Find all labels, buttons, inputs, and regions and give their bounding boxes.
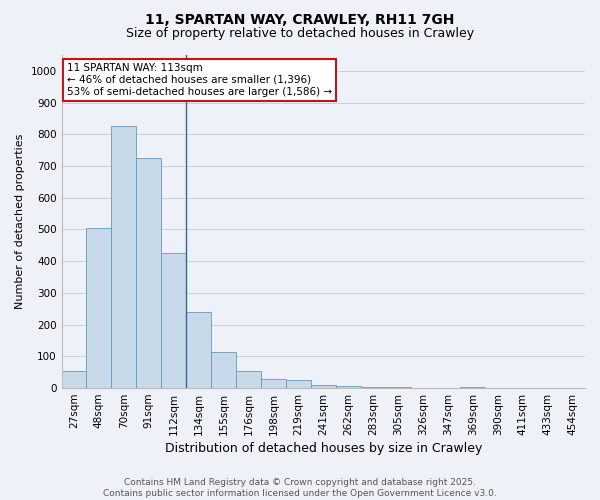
- Bar: [62, 370, 86, 388]
- Y-axis label: Number of detached properties: Number of detached properties: [15, 134, 25, 309]
- Bar: [336, 386, 361, 388]
- X-axis label: Distribution of detached houses by size in Crawley: Distribution of detached houses by size …: [164, 442, 482, 455]
- Bar: [361, 387, 386, 388]
- Bar: [86, 228, 112, 388]
- Bar: [186, 312, 211, 388]
- Bar: [311, 385, 336, 388]
- Bar: [261, 378, 286, 388]
- Bar: [211, 352, 236, 388]
- Text: Size of property relative to detached houses in Crawley: Size of property relative to detached ho…: [126, 28, 474, 40]
- Text: 11 SPARTAN WAY: 113sqm
← 46% of detached houses are smaller (1,396)
53% of semi-: 11 SPARTAN WAY: 113sqm ← 46% of detached…: [67, 64, 332, 96]
- Text: 11, SPARTAN WAY, CRAWLEY, RH11 7GH: 11, SPARTAN WAY, CRAWLEY, RH11 7GH: [145, 12, 455, 26]
- Text: Contains HM Land Registry data © Crown copyright and database right 2025.
Contai: Contains HM Land Registry data © Crown c…: [103, 478, 497, 498]
- Bar: [286, 380, 311, 388]
- Bar: [136, 158, 161, 388]
- Bar: [161, 254, 186, 388]
- Bar: [236, 370, 261, 388]
- Bar: [112, 126, 136, 388]
